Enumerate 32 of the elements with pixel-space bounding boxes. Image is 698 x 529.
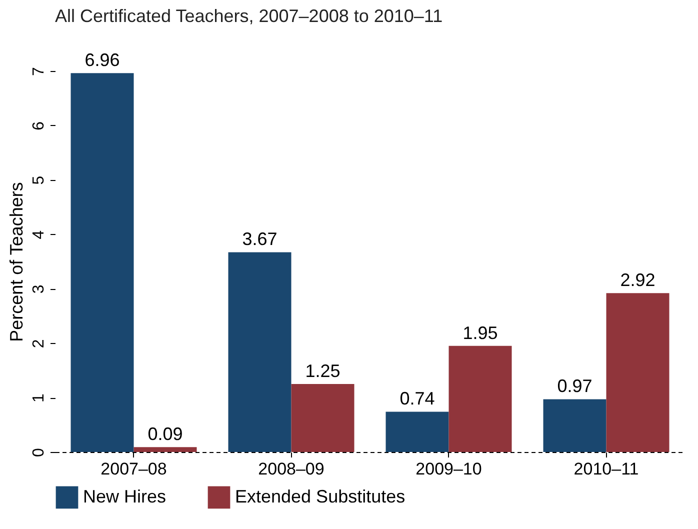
bar	[543, 399, 606, 452]
x-tick-label: 2007–08	[100, 460, 167, 478]
data-label: 1.95	[462, 322, 498, 343]
y-tick-label: 5	[30, 176, 48, 185]
x-tick-label: 2009–10	[416, 460, 482, 478]
y-tick-label: 2	[30, 339, 48, 348]
x-tick-label: 2010–11	[574, 460, 639, 478]
y-tick-label: 3	[30, 284, 48, 294]
bar	[70, 73, 134, 452]
bar	[134, 447, 197, 452]
chart-title: All Certificated Teachers, 2007–2008 to 2010–11	[55, 6, 443, 26]
data-label: 0.97	[557, 376, 592, 396]
bar	[228, 252, 292, 452]
legend-label: Extended Substitutes	[235, 486, 406, 506]
y-tick-label: 0	[30, 448, 48, 457]
bar	[386, 412, 449, 452]
bar	[606, 293, 670, 452]
legend-label: New Hires	[83, 486, 166, 506]
data-label: 3.67	[242, 229, 278, 250]
data-label: 2.92	[620, 270, 656, 290]
y-tick-label: 1	[30, 394, 48, 403]
data-label: 1.25	[305, 360, 340, 381]
x-tick-label: 2008–09	[258, 460, 324, 478]
y-tick-label: 7	[30, 66, 48, 76]
y-tick-label: 4	[30, 230, 48, 240]
data-label: 0.74	[400, 388, 435, 409]
data-label: 0.09	[148, 424, 183, 444]
data-label: 6.96	[84, 50, 120, 70]
y-axis-title: Percent of Teachers	[6, 182, 26, 342]
bar	[448, 346, 512, 452]
bar	[291, 384, 354, 452]
y-tick-label: 6	[30, 121, 48, 130]
